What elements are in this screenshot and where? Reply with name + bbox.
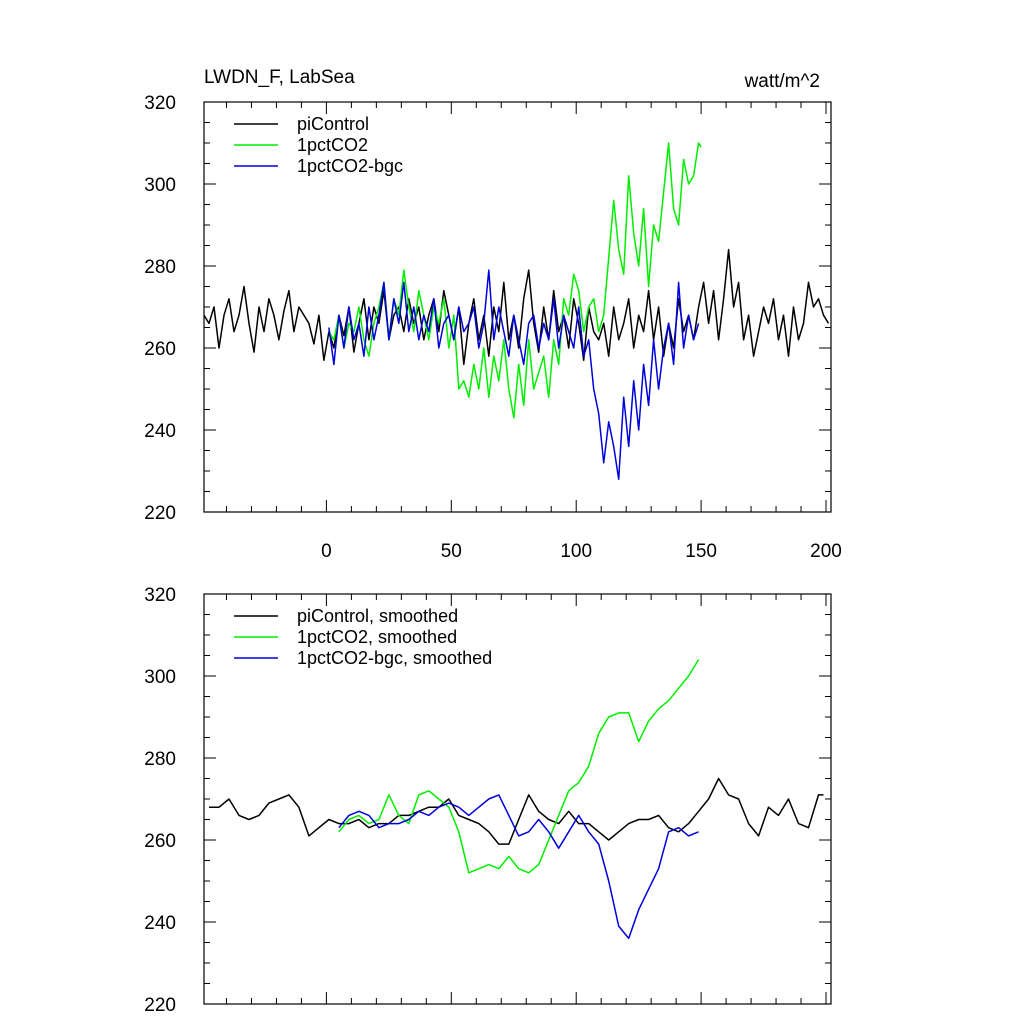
y-tick-label: 220 (144, 503, 176, 524)
y-tick-label: 280 (144, 257, 176, 278)
x-tick-label: 100 (560, 541, 592, 562)
series-line-1 (209, 777, 824, 845)
legend-label: 1pctCO2 (297, 135, 368, 155)
legend-label: 1pctCO2-bgc (297, 156, 403, 176)
legend-label: piControl, smoothed (297, 606, 458, 626)
x-tick-label: 150 (685, 541, 717, 562)
y-tick-label: 300 (144, 175, 176, 196)
units-label: watt/m^2 (744, 71, 820, 92)
chart-title: LWDN_F, LabSea (204, 67, 355, 88)
legend-label: 1pctCO2-bgc, smoothed (297, 648, 492, 668)
series-line-3 (328, 269, 700, 480)
y-tick-label: 240 (144, 421, 176, 442)
y-tick-label: 260 (144, 831, 176, 852)
x-tick-label: 200 (810, 541, 842, 562)
x-tick-label: 50 (441, 541, 462, 562)
y-tick-label: 300 (144, 667, 176, 688)
y-tick-label: 320 (144, 93, 176, 114)
x-tick-label: 0 (321, 541, 332, 562)
y-tick-label: 260 (144, 339, 176, 360)
y-tick-label: 280 (144, 749, 176, 770)
y-tick-label: 220 (144, 995, 176, 1016)
legend-label: 1pctCO2, smoothed (297, 627, 457, 647)
series-line-2 (338, 659, 700, 874)
y-tick-label: 320 (144, 585, 176, 606)
series-line-3 (338, 794, 699, 940)
series-line-1 (203, 248, 830, 366)
y-tick-label: 240 (144, 913, 176, 934)
legend-label: piControl (297, 114, 369, 134)
